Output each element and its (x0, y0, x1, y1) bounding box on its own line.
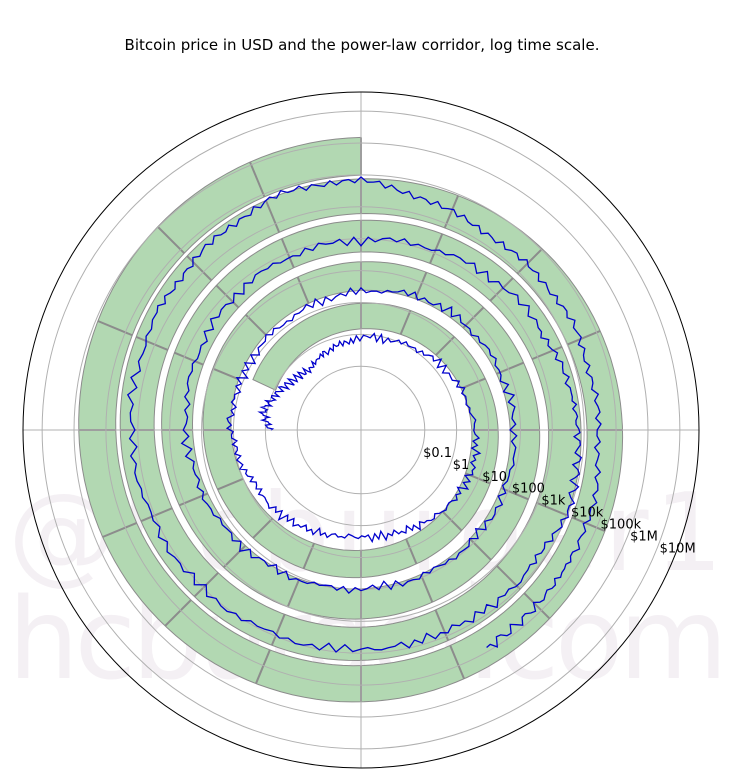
band-tick (571, 516, 606, 532)
band-tick (212, 367, 240, 381)
band-tick (286, 578, 301, 608)
band-tick (264, 199, 281, 233)
band-tick (186, 255, 213, 282)
chart-title: Bitcoin price in USD and the power-law c… (124, 36, 600, 54)
band-tick (270, 614, 286, 646)
price-line (126, 176, 602, 653)
band-tick (441, 510, 463, 532)
band-tick (434, 609, 450, 641)
band-tick (223, 544, 247, 568)
band-tick (157, 226, 185, 254)
band-tick (102, 521, 138, 538)
band-tick (516, 248, 543, 275)
band-tick (97, 320, 133, 337)
band-tick (252, 517, 274, 539)
radial-grid (23, 92, 699, 768)
radial-tick-label: $100k (601, 518, 642, 533)
radial-tick-label: $1M (630, 530, 658, 545)
band-tick (496, 361, 524, 375)
band-tick (255, 649, 271, 684)
band-tick (536, 501, 568, 517)
band-tick (245, 314, 267, 336)
band-tick (462, 306, 485, 329)
band-tick (135, 335, 169, 351)
band-tick (469, 538, 492, 561)
band-tick (429, 233, 444, 264)
band-tick (217, 477, 244, 491)
band-tick (414, 271, 428, 300)
plot-frame (22, 91, 700, 769)
band-tick (460, 377, 486, 390)
band-tick (174, 351, 204, 366)
band-tick (399, 310, 412, 335)
radial-tick-label: $1 (453, 458, 470, 473)
radial-tick-label: $1k (541, 494, 566, 509)
band-tick (449, 645, 465, 680)
band-tick (567, 329, 601, 346)
band-tick (523, 592, 551, 620)
band-tick (489, 277, 514, 302)
polar-plot-area (23, 92, 699, 768)
band-tick (531, 345, 563, 361)
band-tick (405, 538, 418, 565)
radial-tick-label: $0.1 (423, 446, 452, 461)
band-tick (296, 276, 310, 304)
radial-tick-label: $100 (512, 482, 545, 497)
band-tick (500, 487, 529, 501)
band-tick (140, 507, 173, 523)
band-tick (164, 599, 192, 627)
radial-tick-label: $10k (571, 506, 604, 521)
band-tick (215, 284, 240, 309)
band-tick (419, 574, 434, 603)
band-tick (443, 195, 460, 229)
band-tick (249, 161, 266, 198)
corridor-band (78, 136, 624, 703)
radial-tick-label: $10 (482, 470, 507, 485)
